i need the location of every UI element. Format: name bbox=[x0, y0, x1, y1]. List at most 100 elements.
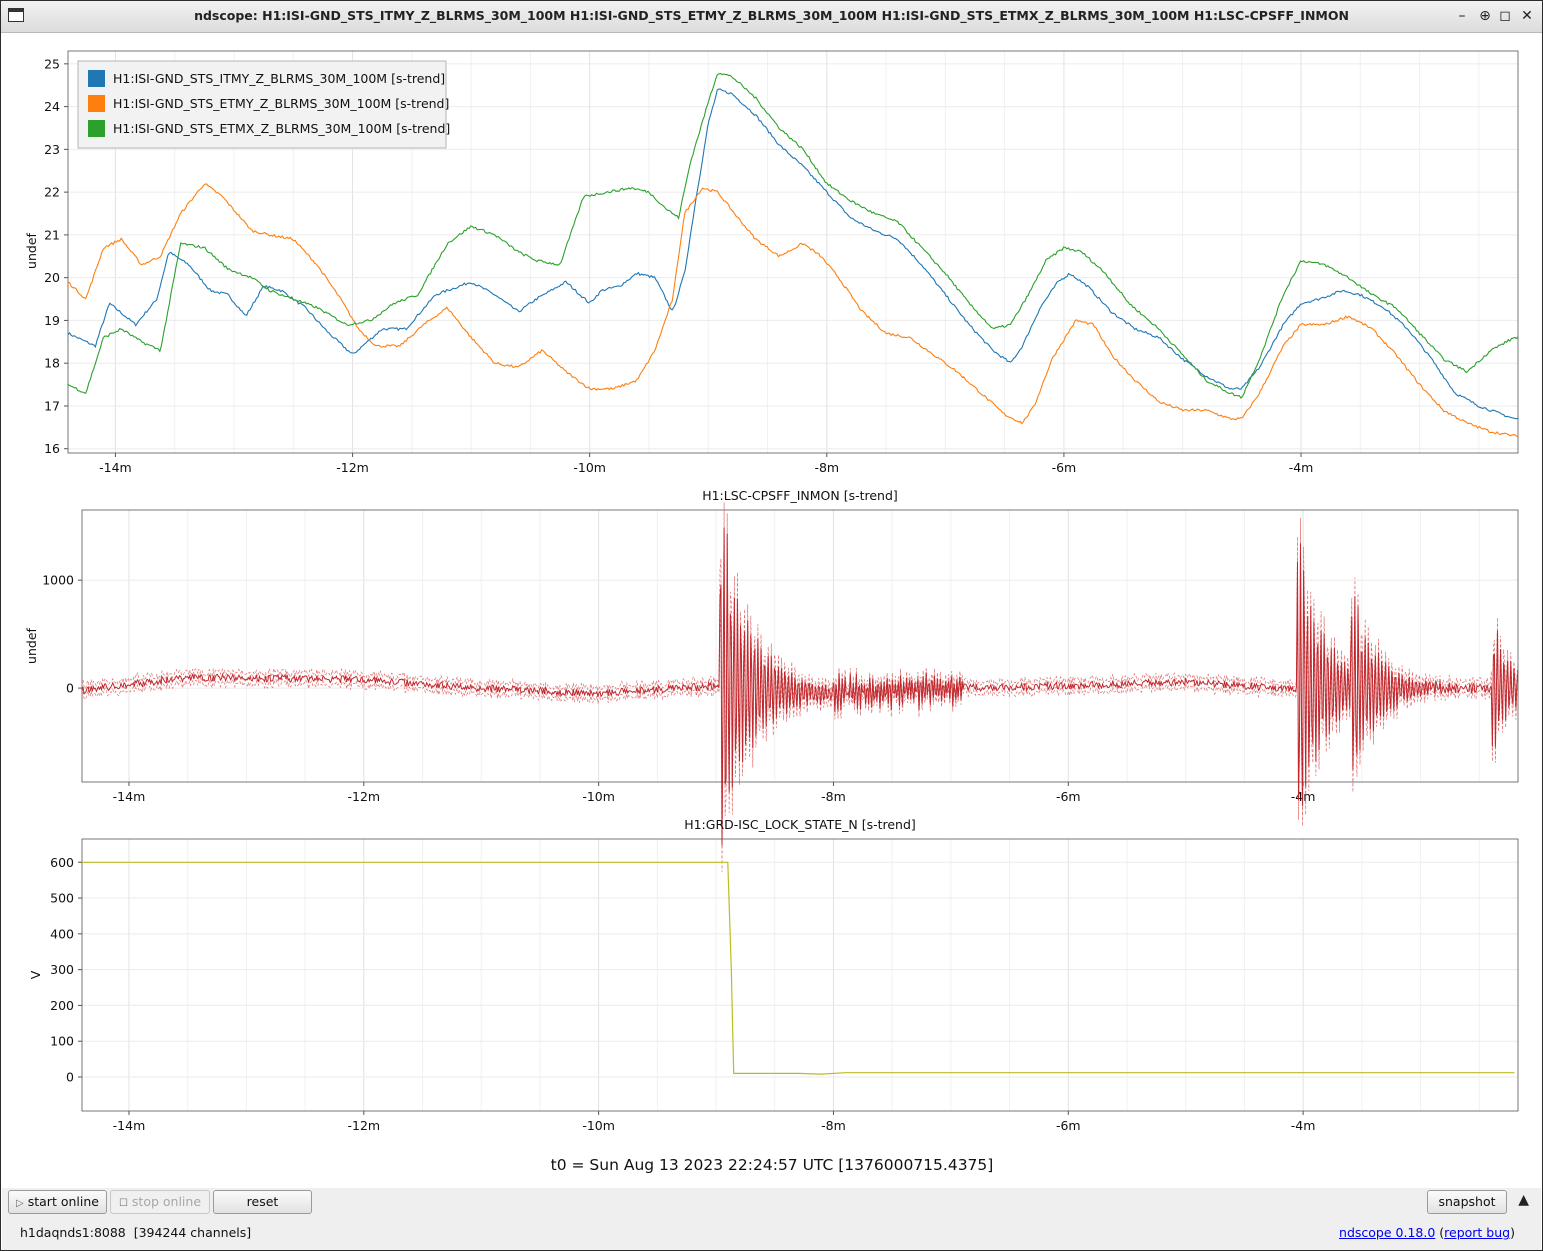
title-bar[interactable]: ndscope: H1:ISI-GND_STS_ITMY_Z_BLRMS_30M… bbox=[1, 1, 1542, 33]
report-bug-link[interactable]: report bug bbox=[1444, 1225, 1511, 1240]
y-tick-label: 19 bbox=[44, 313, 60, 328]
plot1-yticks: 16 17 18 19 20 21 22 23 24 25 bbox=[44, 56, 68, 456]
x-tick-label: -10m bbox=[582, 789, 615, 804]
plot1-grid bbox=[68, 51, 1518, 453]
reset-label: reset bbox=[246, 1194, 279, 1209]
plot3-grid bbox=[82, 839, 1518, 1111]
y-tick-label: 24 bbox=[44, 99, 60, 114]
x-tick-label: -8m bbox=[814, 460, 839, 475]
expand-controls-icon[interactable]: ▲ bbox=[1518, 1192, 1529, 1208]
x-tick-label: -4m bbox=[1289, 460, 1314, 475]
y-tick-label: 23 bbox=[44, 142, 60, 157]
snapshot-button[interactable]: snapshot bbox=[1427, 1190, 1507, 1214]
x-tick-label: -4m bbox=[1291, 1118, 1316, 1133]
stop-icon: ☐ bbox=[118, 1198, 128, 1209]
server-name: h1daqnds1:8088 bbox=[20, 1225, 126, 1240]
control-toolbar: ▷ start online ☐ stop online reset snapsho… bbox=[2, 1188, 1541, 1218]
legend-swatch bbox=[88, 120, 105, 137]
y-tick-label: 0 bbox=[66, 681, 74, 696]
window-title: ndscope: H1:ISI-GND_STS_ITMY_Z_BLRMS_30M… bbox=[194, 8, 1349, 23]
x-tick-label: -6m bbox=[1056, 789, 1081, 804]
plot-area[interactable]: undef 16 17 18 19 20 21 22 23 24 25 -14m -12m -10m -… bbox=[2, 33, 1541, 1188]
close-icon[interactable]: ✕ bbox=[1521, 8, 1533, 24]
plot2-xticks: -14m -12m -10m -8m -6m -4m bbox=[113, 782, 1315, 804]
x-tick-label: -8m bbox=[821, 1118, 846, 1133]
legend-label: H1:ISI-GND_STS_ETMX_Z_BLRMS_30M_100M [s-… bbox=[113, 121, 450, 136]
play-icon: ▷ bbox=[16, 1198, 24, 1209]
reset-button[interactable]: reset bbox=[213, 1190, 312, 1214]
stop-online-label: stop online bbox=[131, 1194, 202, 1209]
plot3-frame bbox=[81, 838, 1519, 1112]
y-tick-label: 25 bbox=[44, 56, 60, 71]
status-bar: h1daqnds1:8088 [394244 channels] ndscope… bbox=[2, 1218, 1541, 1250]
window-app-icon[interactable] bbox=[8, 8, 24, 22]
legend-swatch bbox=[88, 70, 105, 87]
plot1-xticks: -14m -12m -10m -8m -6m -4m bbox=[99, 453, 1313, 475]
plot3-xticks: -14m -12m -10m -8m -6m -4m bbox=[113, 1111, 1316, 1133]
plot2-frame bbox=[81, 509, 1519, 783]
server-status: h1daqnds1:8088 [394244 channels] bbox=[20, 1225, 251, 1240]
version-info: ndscope 0.18.0 (report bug) bbox=[1339, 1225, 1515, 1240]
series-line-2 bbox=[67, 73, 1519, 399]
plot1-ylabel: undef bbox=[24, 232, 39, 268]
lock-state-line bbox=[82, 861, 1515, 1075]
minimize-icon[interactable]: – bbox=[1458, 8, 1466, 24]
plot2-title: H1:LSC-CPSFF_INMON [s-trend] bbox=[702, 488, 898, 503]
plot2-ylabel: undef bbox=[24, 627, 39, 663]
y-tick-label: 600 bbox=[50, 855, 74, 870]
y-tick-label: 300 bbox=[50, 962, 74, 977]
y-tick-label: 0 bbox=[66, 1070, 74, 1085]
y-tick-label: 1000 bbox=[42, 573, 74, 588]
y-tick-label: 200 bbox=[50, 998, 74, 1013]
cpsff-mean-line bbox=[81, 527, 1519, 846]
x-tick-label: -12m bbox=[348, 789, 381, 804]
x-tick-label: -14m bbox=[99, 460, 132, 475]
x-tick-label: -10m bbox=[582, 1118, 615, 1133]
plot2-yticks: 0 1000 bbox=[42, 573, 82, 696]
plot1-legend[interactable]: H1:ISI-GND_STS_ITMY_Z_BLRMS_30M_100M [s-… bbox=[77, 60, 450, 149]
stop-online-button[interactable]: ☐ stop online bbox=[110, 1190, 210, 1214]
version-link[interactable]: ndscope 0.18.0 bbox=[1339, 1225, 1436, 1240]
y-tick-label: 21 bbox=[44, 227, 60, 242]
x-tick-label: -6m bbox=[1052, 460, 1077, 475]
x-tick-label: -6m bbox=[1056, 1118, 1081, 1133]
legend-swatch bbox=[88, 95, 105, 112]
series-line-1 bbox=[67, 183, 1519, 438]
plot3-ylabel: V bbox=[28, 970, 43, 979]
x-tick-label: -14m bbox=[113, 789, 146, 804]
legend-label: H1:ISI-GND_STS_ITMY_Z_BLRMS_30M_100M [s-… bbox=[113, 71, 445, 86]
y-tick-label: 17 bbox=[44, 398, 60, 413]
start-online-label: start online bbox=[27, 1194, 99, 1209]
x-tick-label: -12m bbox=[336, 460, 369, 475]
plot3-yticks: 0 100 200 300 400 500 600 bbox=[50, 855, 82, 1085]
plot2-lines bbox=[81, 502, 1519, 872]
y-tick-label: 18 bbox=[44, 356, 60, 371]
y-tick-label: 16 bbox=[44, 441, 60, 456]
y-tick-label: 100 bbox=[50, 1034, 74, 1049]
y-tick-label: 22 bbox=[44, 185, 60, 200]
y-tick-label: 500 bbox=[50, 891, 74, 906]
plot1-frame bbox=[67, 50, 1519, 454]
restore-icon[interactable]: ⊕ bbox=[1479, 8, 1491, 24]
snapshot-label: snapshot bbox=[1438, 1194, 1496, 1209]
start-online-button[interactable]: ▷ start online bbox=[8, 1190, 107, 1214]
x-tick-label: -14m bbox=[113, 1118, 146, 1133]
x-tick-label: -10m bbox=[573, 460, 606, 475]
plot-cpsff-inmon[interactable]: H1:LSC-CPSFF_INMON [s-trend] undef 0 1000… bbox=[24, 488, 1519, 872]
series-line-0 bbox=[67, 88, 1519, 420]
cpsff-min-line bbox=[81, 556, 1519, 872]
plot-lock-state[interactable]: H1:GRD-ISC_LOCK_STATE_N [s-trend] V 0 100… bbox=[28, 817, 1519, 1133]
channel-count: [394244 channels] bbox=[133, 1225, 252, 1240]
legend-label: H1:ISI-GND_STS_ETMY_Z_BLRMS_30M_100M [s-… bbox=[113, 96, 449, 111]
plot3-lines bbox=[82, 861, 1515, 1075]
x-tick-label: -8m bbox=[821, 789, 846, 804]
plot1-lines bbox=[67, 73, 1519, 438]
plot3-title: H1:GRD-ISC_LOCK_STATE_N [s-trend] bbox=[684, 817, 916, 832]
maximize-icon[interactable]: ◻ bbox=[1499, 8, 1511, 24]
t0-label: t0 = Sun Aug 13 2023 22:24:57 UTC [13760… bbox=[551, 1156, 994, 1174]
y-tick-label: 20 bbox=[44, 270, 60, 285]
x-tick-label: -12m bbox=[348, 1118, 381, 1133]
